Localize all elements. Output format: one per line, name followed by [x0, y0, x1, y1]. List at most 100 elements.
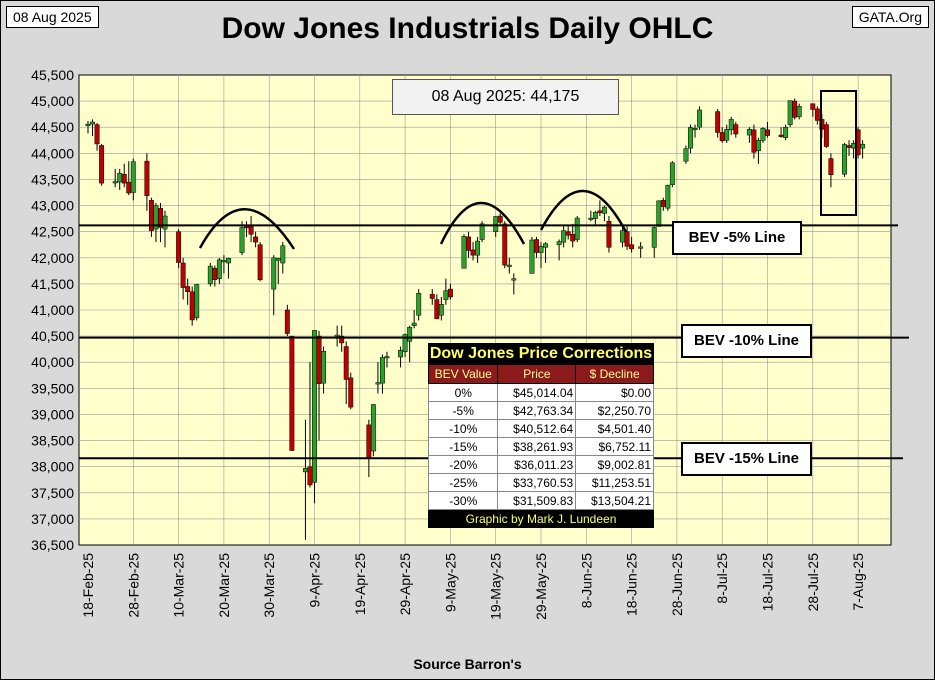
table-credit: Graphic by Mark J. Lundeen	[428, 510, 654, 528]
ohlc-body	[778, 134, 784, 137]
ohlc-body	[307, 466, 313, 486]
ohlc-body	[466, 236, 471, 251]
ohlc-body	[751, 129, 757, 153]
site-label: GATA.Org	[851, 6, 929, 28]
table-header-bev: BEV Value	[427, 364, 499, 384]
ohlc-body	[570, 234, 576, 242]
y-tick-label: 37,000	[31, 511, 74, 527]
table-row: -30% $31,509.83 $13,504.21	[427, 491, 654, 510]
ohlc-body	[271, 257, 277, 290]
x-axis: 18-Feb-25 28-Feb-25 10-Mar-25 20-Mar-25 30-M…	[80, 553, 866, 620]
x-tick-label: 8-Jun-25	[578, 553, 594, 608]
ohlc-body	[842, 144, 847, 175]
ohlc-body	[823, 124, 829, 147]
ohlc-body	[828, 158, 834, 175]
ohlc-body	[624, 231, 630, 247]
source-label: Source Barron's	[413, 656, 522, 672]
y-tick-label: 40,500	[31, 328, 74, 344]
table-cell: -5%	[427, 401, 499, 420]
table-cell: $40,512.64	[497, 419, 577, 438]
ohlc-body	[126, 181, 132, 194]
ohlc-body	[574, 217, 580, 240]
ohlc-body	[334, 334, 340, 337]
ohlc-body	[592, 212, 598, 219]
x-tick-label: 18-Feb-25	[80, 553, 96, 618]
ohlc-body	[244, 226, 250, 229]
y-tick-label: 45,500	[31, 67, 74, 83]
ohlc-body	[470, 249, 476, 256]
ohlc-body	[370, 404, 376, 452]
latest-close-annotation: 08 Aug 2025: 44,175	[392, 79, 619, 115]
ohlc-body	[253, 236, 259, 243]
ohlc-body	[651, 227, 657, 248]
y-tick-label: 36,500	[31, 537, 74, 553]
ohlc-body	[130, 161, 136, 193]
ohlc-body	[112, 181, 118, 184]
ohlc-body	[366, 424, 372, 459]
ohlc-body	[561, 230, 567, 243]
ohlc-body	[692, 128, 698, 131]
ohlc-body	[312, 330, 317, 483]
ohlc-body	[511, 278, 517, 281]
table-header-price: Price	[497, 364, 577, 384]
table-cell: -15%	[427, 437, 499, 456]
y-tick-label: 41,500	[31, 276, 74, 292]
table-cell: -30%	[427, 491, 499, 510]
bev-15-label: BEV -15% Line	[681, 442, 812, 476]
ohlc-body	[814, 108, 820, 121]
ohlc-body	[538, 246, 544, 253]
y-tick-label: 40,000	[31, 354, 74, 370]
y-axis: 45,500 45,000 44,500 44,000 43,500 43,000 42,5…	[31, 67, 74, 553]
ohlc-body	[719, 132, 725, 142]
x-tick-label: 20-Mar-25	[216, 553, 232, 618]
ohlc-body	[429, 294, 435, 299]
ohlc-body	[398, 349, 404, 358]
x-tick-label: 18-Jun-25	[624, 553, 640, 616]
x-tick-label: 28-Jul-25	[805, 553, 821, 612]
table-cell: $9,002.81	[575, 455, 654, 474]
ohlc-body	[402, 334, 408, 353]
y-tick-label: 45,000	[31, 93, 74, 109]
ohlc-body	[384, 356, 390, 359]
ohlc-body	[434, 299, 440, 320]
x-tick-label: 30-Mar-25	[261, 553, 277, 618]
ohlc-body	[688, 127, 693, 149]
ohlc-body	[194, 284, 200, 319]
ohlc-body	[724, 129, 730, 141]
ohlc-body	[493, 216, 499, 232]
y-tick-label: 37,500	[31, 485, 74, 501]
ohlc-body	[810, 103, 816, 110]
x-tick-label: 9-Apr-25	[307, 553, 323, 608]
head-and-shoulders-arcs	[198, 189, 628, 250]
ohlc-body	[280, 245, 286, 264]
y-tick-label: 41,000	[31, 302, 74, 318]
ohlc-body	[144, 160, 150, 196]
ohlc-body	[556, 241, 562, 245]
price-corrections-table: Dow Jones Price Corrections BEV Value Pr…	[427, 343, 654, 528]
arc-march	[198, 208, 296, 250]
ohlc-body	[162, 215, 168, 230]
y-tick-label: 44,000	[31, 145, 74, 161]
ohlc-body	[447, 288, 453, 298]
ohlc-body	[438, 304, 444, 316]
ohlc-body	[760, 128, 766, 141]
ohlc-body	[216, 259, 222, 279]
ohlc-body	[302, 467, 308, 473]
table-cell: $0.00	[575, 383, 654, 402]
ohlc-body	[321, 351, 327, 384]
ohlc-body	[225, 258, 231, 264]
ohlc-body	[221, 260, 227, 263]
ohlc-body	[660, 200, 666, 207]
table-cell: -10%	[427, 419, 499, 438]
x-tick-label: 19-May-25	[488, 553, 504, 620]
ohlc-body	[755, 140, 761, 151]
ohlc-body	[316, 335, 322, 384]
ohlc-body	[597, 210, 603, 214]
ohlc-body	[185, 286, 191, 292]
bev-5-label: BEV -5% Line	[672, 221, 802, 255]
table-cell: 0%	[427, 383, 499, 402]
y-tick-label: 42,500	[31, 224, 74, 240]
table-title: Dow Jones Price Corrections	[428, 343, 654, 364]
ohlc-body	[669, 162, 675, 185]
table-cell: $4,501.40	[575, 419, 654, 438]
